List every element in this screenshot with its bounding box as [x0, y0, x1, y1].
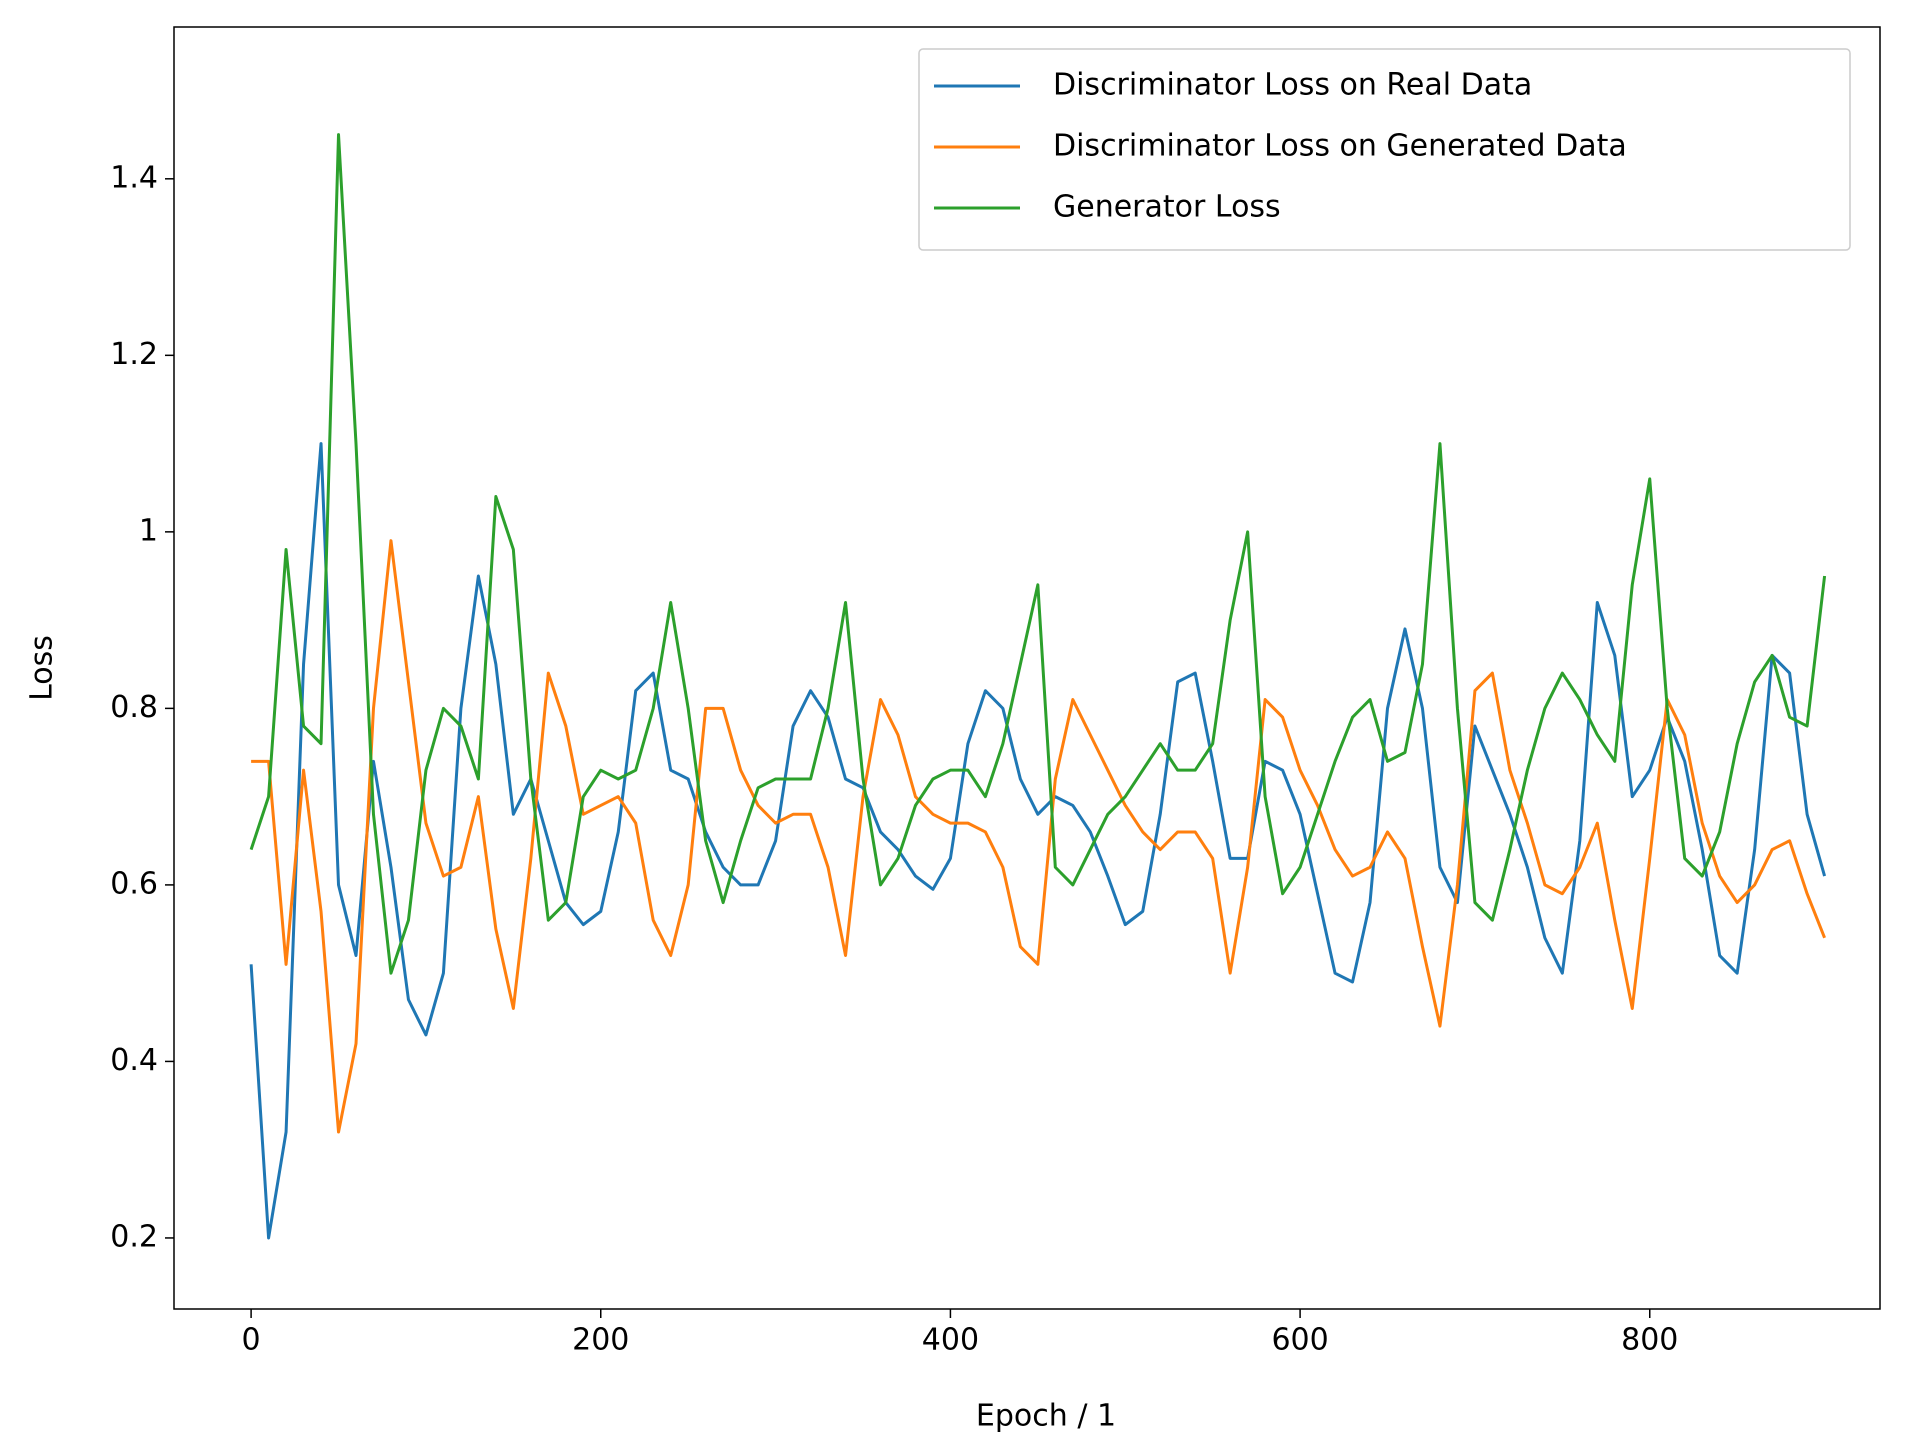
x-tick-label: 400 — [922, 1323, 979, 1358]
x-tick-label: 0 — [242, 1323, 261, 1358]
x-tick-label: 200 — [572, 1323, 629, 1358]
legend-box — [918, 48, 1851, 251]
y-tick-label: 0.4 — [110, 1043, 158, 1078]
y-tick-label: 0.2 — [110, 1219, 158, 1254]
y-tick-label: 1 — [139, 513, 158, 548]
legend-label: Generator Loss — [1053, 190, 1281, 225]
x-tick-label: 600 — [1271, 1323, 1328, 1358]
y-tick-label: 0.6 — [110, 866, 158, 901]
y-tick-label: 1.2 — [110, 337, 158, 372]
y-tick-label: 0.8 — [110, 690, 158, 725]
y-axis-label: Loss — [25, 635, 60, 701]
series-line — [251, 539, 1826, 1134]
series-line — [249, 133, 1827, 975]
legend-label: Discriminator Loss on Generated Data — [1053, 129, 1627, 164]
y-tick-label: 1.4 — [110, 160, 158, 195]
x-axis-label: Epoch / 1 — [976, 1399, 1116, 1434]
legend-label: Discriminator Loss on Real Data — [1053, 68, 1532, 103]
series-line — [249, 442, 1827, 1240]
x-tick-label: 800 — [1621, 1323, 1678, 1358]
plot-frame — [173, 26, 1881, 1310]
